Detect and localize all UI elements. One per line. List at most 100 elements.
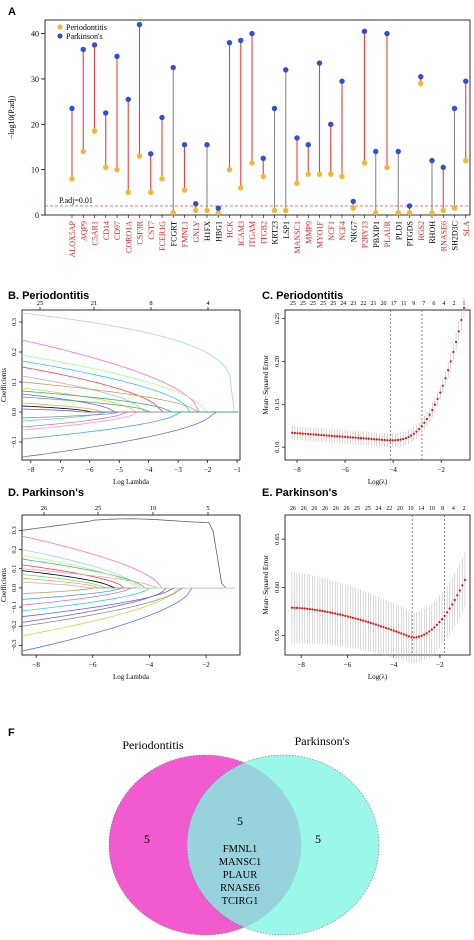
panel-a-threshold-label: P.adj=0.01 <box>59 196 93 205</box>
panel-a-gene-label: CD97 <box>113 221 122 240</box>
panel-a-gene-label: PLAUR <box>383 220 392 247</box>
panel-e-top-tick-label: 14 <box>418 506 424 512</box>
panel-c-mse-point <box>293 431 296 435</box>
panel-c-mse-point <box>396 438 400 442</box>
panel-c-mse-point <box>415 430 418 433</box>
panel-e-top-tick-label: 26 <box>311 506 317 512</box>
panel-a-gene-label: NCF1 <box>327 221 336 241</box>
panel-c-mse-point <box>402 437 405 441</box>
panel-a-point-parkinsons <box>406 203 413 209</box>
panel-e-mse-point <box>331 611 334 615</box>
panel-c-mse-point <box>388 439 392 442</box>
panel-b-x-tick-label: −8 <box>27 466 35 474</box>
panel-a-point-periodontitis <box>181 187 188 193</box>
panel-b-y-tick-label: 0.1 <box>11 378 18 386</box>
panel-c-x-tick-label: −2 <box>437 466 445 474</box>
panel-a-letter: A <box>8 6 16 18</box>
panel-e-mse-point <box>295 606 299 609</box>
panel-c-frame <box>284 309 471 461</box>
panel-c-mse-point <box>367 437 370 440</box>
panel-c-top-tick-label: 11 <box>401 301 407 307</box>
panel-e-mse-point <box>293 606 296 609</box>
panel-e-top-tick-label: 22 <box>386 506 392 512</box>
panel-c-mse-point <box>439 391 442 394</box>
panel-e-y-axis-label: Mean−Squared Error <box>262 555 270 615</box>
panel-a-gene-label: ITGB2 <box>259 221 268 244</box>
panel-a-gene-label: H1FX <box>203 221 212 241</box>
panel-e-mse-point <box>425 632 428 635</box>
panel-a-gene-label: AQP9 <box>79 221 88 241</box>
panel-c-mse-point <box>399 438 402 441</box>
panel-d-top-tick-label: 26 <box>41 505 48 512</box>
panel-c-mse-point <box>412 432 415 435</box>
panel-c-mse-point <box>301 432 304 435</box>
panel-d-coefficient-path <box>21 554 235 589</box>
panel-e-y-tick-label: 0.65 <box>274 533 281 544</box>
panel-a-gene-label: FCGRT <box>169 221 178 246</box>
panel-a-gene-label: RNASE6 <box>439 221 448 251</box>
panel-a-point-periodontitis <box>361 160 368 166</box>
panel-a-lollipop-chart: 0 10 20 30 40 −log10(P.adj) P.adj=0.01 Periodon… <box>7 19 474 257</box>
panel-e-mse-point <box>367 621 370 624</box>
panel-e-mse-point <box>387 627 390 630</box>
panel-a-gene-label: PBXIP1 <box>372 221 381 248</box>
panel-c-mse-point <box>330 434 333 437</box>
panel-e-top-tick-label: 8 <box>441 506 444 512</box>
panel-a-point-parkinsons <box>260 155 266 162</box>
panel-a-point-periodontitis <box>193 207 199 214</box>
panel-a-gene-label: RGS2 <box>417 221 426 241</box>
panel-a-gene-label: HBG1 <box>214 221 223 242</box>
panel-e-mse-point <box>423 633 426 636</box>
panel-e-mse-point <box>435 623 439 627</box>
panel-a-gene-label: CSF3R <box>136 220 145 244</box>
panel-e-mse-point <box>344 614 347 617</box>
panel-a-gene-label: ICAM3 <box>237 221 246 246</box>
panel-e-mse-point <box>443 614 446 617</box>
panel-a-point-periodontitis <box>91 128 98 134</box>
panel-c-mse-point <box>378 438 381 441</box>
panel-e-top-tick-label: 25 <box>365 506 371 512</box>
panel-e-mse-point <box>390 628 393 631</box>
panel-a-gene-label: KRT23 <box>271 221 280 245</box>
panel-e-x-tick-label: −6 <box>344 661 352 669</box>
panel-c-y-tick-label: 0.10 <box>274 441 281 452</box>
panel-a-gene-label: FCER1G <box>158 221 167 251</box>
venn-shared-gene: RNASE6 <box>220 883 260 894</box>
panel-e-mse-point <box>428 630 431 633</box>
panel-a-point-parkinsons <box>283 67 289 73</box>
panel-b-x-tick-label: −4 <box>145 466 153 474</box>
panel-a-gene-label: SLA <box>462 221 471 236</box>
panel-d-x-axis-label: Log Lambda <box>113 673 150 681</box>
panel-c-top-tick-label: 23 <box>350 301 356 307</box>
venn-set1-label: Periodontitis <box>122 738 184 752</box>
panel-c-mse-point <box>312 433 315 436</box>
panel-c-top-tick-label: 22 <box>360 301 366 307</box>
panel-c-mse-point <box>410 434 413 437</box>
panel-a-point-periodontitis <box>316 171 323 177</box>
panel-e-mse-point <box>382 625 385 629</box>
panel-c-top-tick-label: 25 <box>320 301 326 307</box>
panel-a-point-parkinsons <box>238 37 244 44</box>
panel-a-legend-label: Periodontitis <box>66 23 107 32</box>
panel-c-mse-point <box>322 434 326 437</box>
panel-a-point-periodontitis <box>283 207 289 214</box>
panel-e-mse-point <box>402 633 405 636</box>
panel-e-mse-point <box>456 594 459 597</box>
panel-a-point-parkinsons <box>350 198 356 205</box>
panel-c-mse-point <box>452 350 455 354</box>
panel-a-point-parkinsons <box>204 142 210 148</box>
panel-e-top-tick-label: 25 <box>354 506 360 512</box>
panel-c-letter: C. Periodontitis <box>262 290 343 302</box>
panel-c-mse-point <box>306 432 310 436</box>
panel-e-mse-point <box>341 614 344 617</box>
panel-a-gene-label: PTGDS <box>406 221 415 246</box>
panel-a-point-parkinsons <box>271 105 278 112</box>
panel-e-mse-point <box>334 612 337 615</box>
panel-a-point-periodontitis <box>271 207 278 214</box>
panel-c-y-axis-label: Mean−Squared Error <box>262 355 270 415</box>
panel-a-point-parkinsons <box>463 78 469 84</box>
panel-e-mse-point <box>362 619 365 622</box>
panel-c-mse-point <box>373 438 376 441</box>
panel-a-point-periodontitis <box>260 173 266 180</box>
panel-b-y-tick-label: 0.2 <box>11 348 18 356</box>
